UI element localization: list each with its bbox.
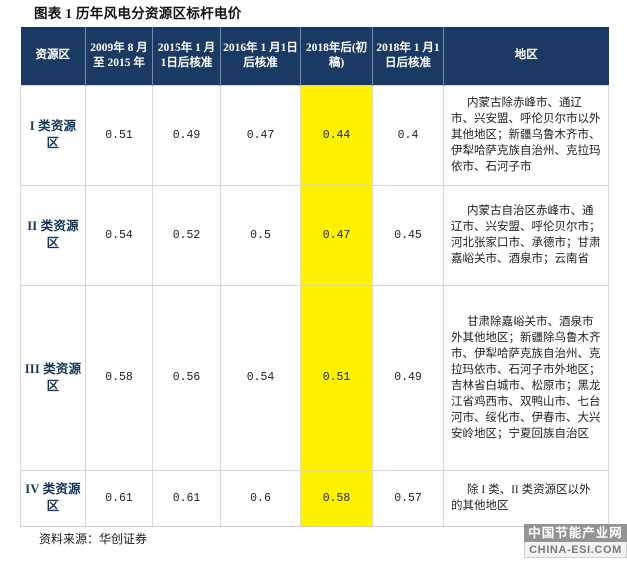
cell-zone: II 类资源区	[20, 184, 86, 286]
cell-price-2018: 0.4	[372, 84, 444, 186]
cell-region: 内蒙古自治区赤峰市、通辽市、兴安盟、呼伦贝尔市；河北张家口市、承德市；甘肃嘉峪关…	[443, 184, 609, 286]
cell-zone: III 类资源区	[20, 284, 86, 471]
table-row: I 类资源区 0.51 0.49 0.47 0.44 0.4 内蒙古除赤峰市、通…	[20, 84, 609, 186]
cell-price-2018-draft: 0.58	[300, 469, 373, 527]
table-row: III 类资源区 0.58 0.56 0.54 0.51 0.49 甘肃除嘉峪关…	[20, 284, 609, 471]
benchmark-price-table: 资源区 2009年 8 月至 2015 年 2015年 1 月1日后核准 201…	[20, 27, 609, 527]
cell-price-2018: 0.57	[372, 469, 444, 527]
watermark: 中国节能产业网 CHINA-ESI.COM	[524, 524, 627, 558]
cell-price-2018: 0.45	[372, 184, 444, 286]
watermark-domain: CHINA-ESI.COM	[524, 542, 627, 558]
table-header-row: 资源区 2009年 8 月至 2015 年 2015年 1 月1日后核准 201…	[20, 27, 609, 85]
cell-price-2018: 0.49	[372, 284, 444, 471]
cell-price-2018-draft: 0.44	[300, 84, 373, 186]
column-header-zone: 资源区	[20, 27, 86, 85]
cell-price-2015: 0.56	[152, 284, 221, 471]
column-header-2009: 2009年 8 月至 2015 年	[85, 27, 153, 85]
source-note: 资料来源：华创证券	[39, 532, 148, 546]
cell-zone: I 类资源区	[20, 84, 86, 186]
benchmark-price-table-wrapper: 资源区 2009年 8 月至 2015 年 2015年 1 月1日后核准 201…	[20, 27, 609, 527]
cell-price-2009: 0.51	[85, 84, 153, 186]
cell-region: 甘肃除嘉峪关市、酒泉市外其他地区；新疆除乌鲁木齐市、伊犁哈萨克族自治州、克拉玛依…	[443, 284, 609, 471]
cell-region: 除 I 类、II 类资源区以外的其他地区	[443, 469, 609, 527]
cell-price-2015: 0.61	[152, 469, 221, 527]
column-header-2015: 2015年 1 月1日后核准	[152, 27, 221, 85]
cell-price-2009: 0.58	[85, 284, 153, 471]
cell-price-2016: 0.6	[220, 469, 301, 527]
cell-price-2009: 0.54	[85, 184, 153, 286]
cell-price-2018-draft: 0.51	[300, 284, 373, 471]
watermark-chinese: 中国节能产业网	[524, 524, 627, 542]
cell-price-2016: 0.47	[220, 84, 301, 186]
table-row: II 类资源区 0.54 0.52 0.5 0.47 0.45 内蒙古自治区赤峰…	[20, 184, 609, 286]
cell-price-2016: 0.54	[220, 284, 301, 471]
cell-price-2015: 0.49	[152, 84, 221, 186]
cell-zone: IV 类资源区	[20, 469, 86, 527]
cell-price-2016: 0.5	[220, 184, 301, 286]
cell-region: 内蒙古除赤峰市、通辽市、兴安盟、呼伦贝尔市以外其他地区；新疆乌鲁木齐市、伊犁哈萨…	[443, 84, 609, 186]
column-header-region: 地区	[443, 27, 609, 85]
column-header-2018: 2018年 1 月1日后核准	[372, 27, 444, 85]
column-header-2018-draft: 2018年后(初稿)	[300, 27, 373, 85]
cell-price-2018-draft: 0.47	[300, 184, 373, 286]
figure-title: 图表 1 历年风电分资源区标杆电价	[34, 6, 242, 21]
cell-price-2009: 0.61	[85, 469, 153, 527]
column-header-2016: 2016年 1 月1日后核准	[220, 27, 301, 85]
cell-price-2015: 0.52	[152, 184, 221, 286]
table-row: IV 类资源区 0.61 0.61 0.6 0.58 0.57 除 I 类、II…	[20, 469, 609, 527]
